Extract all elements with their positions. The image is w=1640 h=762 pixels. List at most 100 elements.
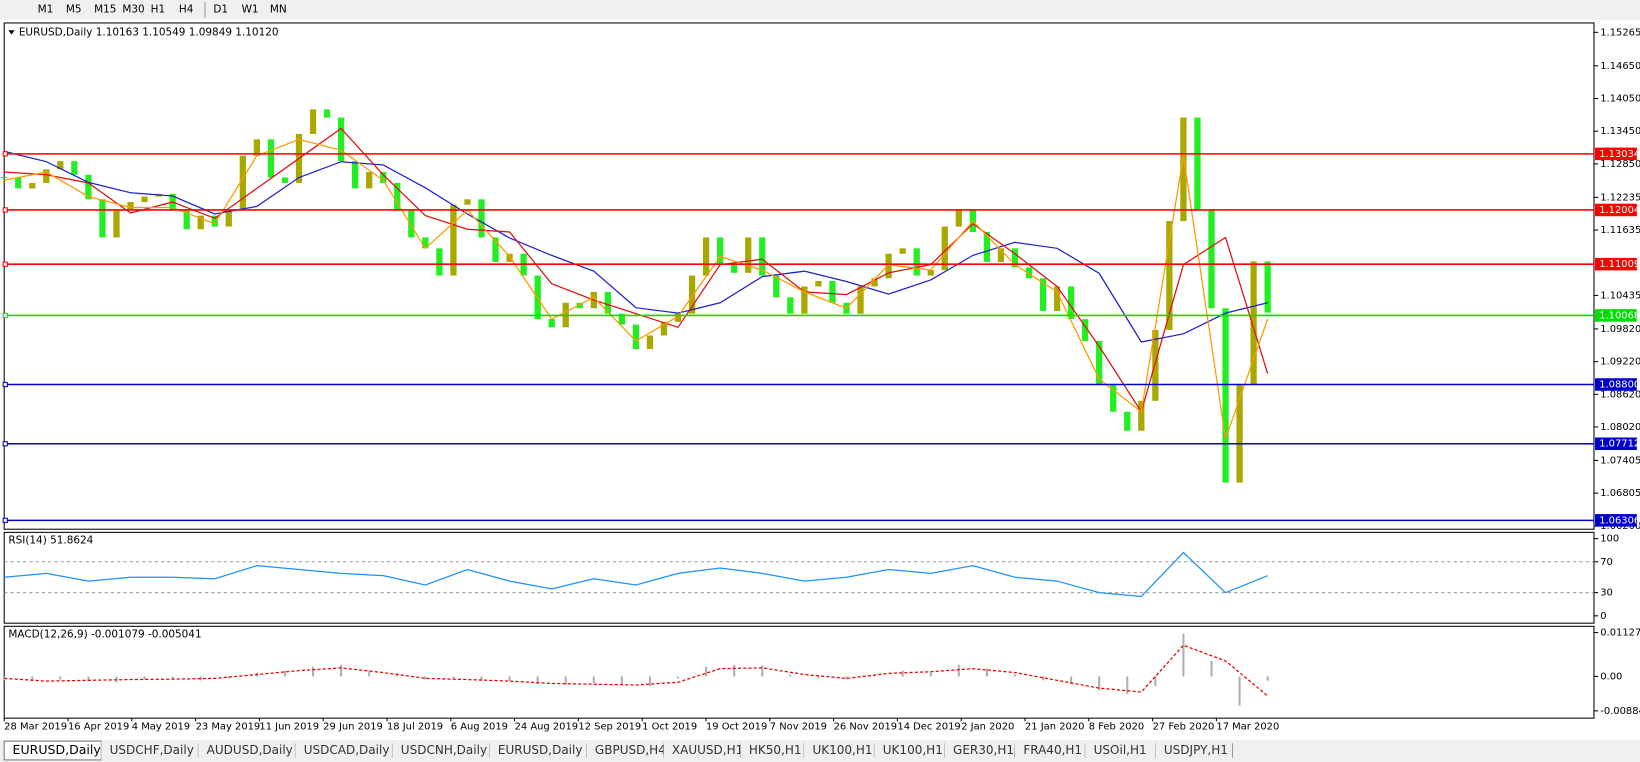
tab-label[interactable]: USOil,H1	[1094, 743, 1147, 757]
tab[interactable]	[295, 741, 393, 760]
macd-bar	[143, 676, 146, 680]
level-handle[interactable]	[2, 312, 8, 319]
tab[interactable]	[1155, 741, 1233, 760]
candle	[941, 226, 948, 271]
macd-bar	[901, 670, 904, 677]
macd-bar	[733, 664, 736, 677]
candle	[113, 210, 120, 238]
x-tick-label: 11 Jun 2019	[259, 722, 319, 733]
timeframe-button[interactable]: M15	[94, 3, 116, 15]
tab-label[interactable]: AUDUSD,Daily	[207, 743, 293, 757]
candle	[352, 161, 359, 189]
timeframe-button[interactable]: M1	[38, 3, 54, 15]
candle	[309, 109, 317, 134]
level-handle[interactable]	[2, 261, 8, 267]
macd-bar	[817, 676, 820, 679]
macd-bar	[31, 676, 34, 682]
tab-label[interactable]: GER30,H1	[953, 743, 1014, 757]
tab[interactable]	[944, 741, 1015, 760]
tab-label[interactable]: UK100,H1	[812, 743, 872, 757]
tab-label[interactable]: EURUSD,Daily	[498, 743, 583, 757]
tab[interactable]	[489, 741, 587, 760]
candle	[576, 302, 583, 309]
tab[interactable]	[101, 741, 199, 760]
candle	[815, 280, 822, 287]
candle	[197, 215, 204, 230]
level-tag	[1595, 514, 1637, 527]
timeframe-button[interactable]: M5	[66, 3, 82, 15]
tab[interactable]	[1085, 741, 1156, 760]
candle	[478, 199, 485, 238]
level-handle[interactable]	[2, 151, 8, 157]
candle	[281, 177, 289, 183]
tab[interactable]	[874, 741, 945, 760]
tab[interactable]	[740, 741, 805, 760]
level-handle[interactable]	[2, 207, 8, 213]
timeframe-button[interactable]: M30	[122, 3, 144, 15]
level-handle[interactable]	[2, 517, 8, 523]
x-tick-label: 18 Jul 2019	[387, 722, 443, 733]
y-tick-label: 70	[1600, 557, 1613, 568]
tab[interactable]	[586, 741, 664, 760]
y-tick-label: 100	[1600, 534, 1619, 545]
tab-label[interactable]: GBPUSD,H4	[595, 743, 666, 757]
chart-header: EURUSD,Daily 1.10163 1.10549 1.09849 1.1…	[19, 26, 279, 38]
moving-average	[4, 150, 1268, 343]
tab[interactable]	[663, 741, 741, 760]
candle	[857, 286, 864, 314]
level-handle[interactable]	[2, 381, 8, 388]
macd-bar	[283, 670, 287, 677]
candle	[1067, 286, 1075, 320]
macd-title: MACD(12,26,9) -0.001079 -0.005041	[8, 629, 201, 641]
macd-bar	[705, 666, 708, 677]
candle	[1180, 117, 1187, 222]
timeframe-button[interactable]: H4	[179, 3, 194, 15]
candle	[211, 215, 218, 227]
tab[interactable]	[804, 741, 875, 760]
tab-label[interactable]: EURUSD,Daily	[13, 742, 102, 757]
x-tick-label: 4 May 2019	[132, 722, 190, 733]
timeframe-button[interactable]: MN	[270, 3, 287, 15]
candle	[871, 278, 878, 287]
timeframe-button[interactable]: W1	[242, 3, 259, 15]
tab[interactable]	[392, 741, 490, 760]
tab[interactable]	[198, 741, 296, 760]
candle	[337, 117, 345, 162]
candle	[660, 321, 668, 336]
tab-label[interactable]: XAUUSD,H1	[672, 743, 743, 757]
tab-label[interactable]: HK50,H1	[749, 743, 802, 757]
candle	[632, 324, 640, 350]
macd-bar	[227, 676, 230, 679]
x-tick-label: 6 Aug 2019	[451, 722, 508, 733]
candle	[913, 248, 920, 276]
macd-bar	[368, 670, 371, 677]
y-tick-label: 1.09820	[1600, 324, 1640, 335]
macd-panel	[3, 625, 1595, 719]
candle	[787, 297, 794, 314]
tab-label[interactable]: USDCAD,Daily	[304, 743, 390, 757]
macd-bar	[87, 676, 90, 682]
tab-label[interactable]: USDCNH,Daily	[401, 743, 487, 757]
candle	[183, 210, 190, 230]
y-tick-label: 1.14050	[1600, 94, 1640, 105]
tab-label[interactable]: USDJPY,H1	[1164, 743, 1228, 757]
candle	[239, 155, 246, 211]
macd-bar	[536, 676, 539, 685]
level-label: 1.13034	[1599, 149, 1640, 160]
level-handle[interactable]	[2, 441, 8, 447]
tab-label[interactable]: FRA40,H1	[1023, 743, 1082, 757]
tab-label[interactable]: UK100,H1	[883, 743, 943, 757]
timeframe-button[interactable]: H1	[151, 3, 166, 15]
timeframe-button[interactable]: D1	[213, 3, 228, 15]
candle	[225, 210, 232, 227]
candle	[43, 169, 50, 183]
candle	[899, 248, 906, 254]
y-tick-label: 1.10435	[1600, 290, 1640, 301]
x-tick-label: 21 Jan 2020	[1025, 722, 1084, 733]
candle	[1222, 308, 1229, 483]
tab-label[interactable]: USDCHF,Daily	[110, 743, 194, 757]
x-tick-label: 17 Mar 2020	[1216, 722, 1279, 733]
macd-bar	[1182, 633, 1185, 677]
tab[interactable]	[1014, 741, 1086, 760]
macd-bar	[424, 676, 427, 680]
